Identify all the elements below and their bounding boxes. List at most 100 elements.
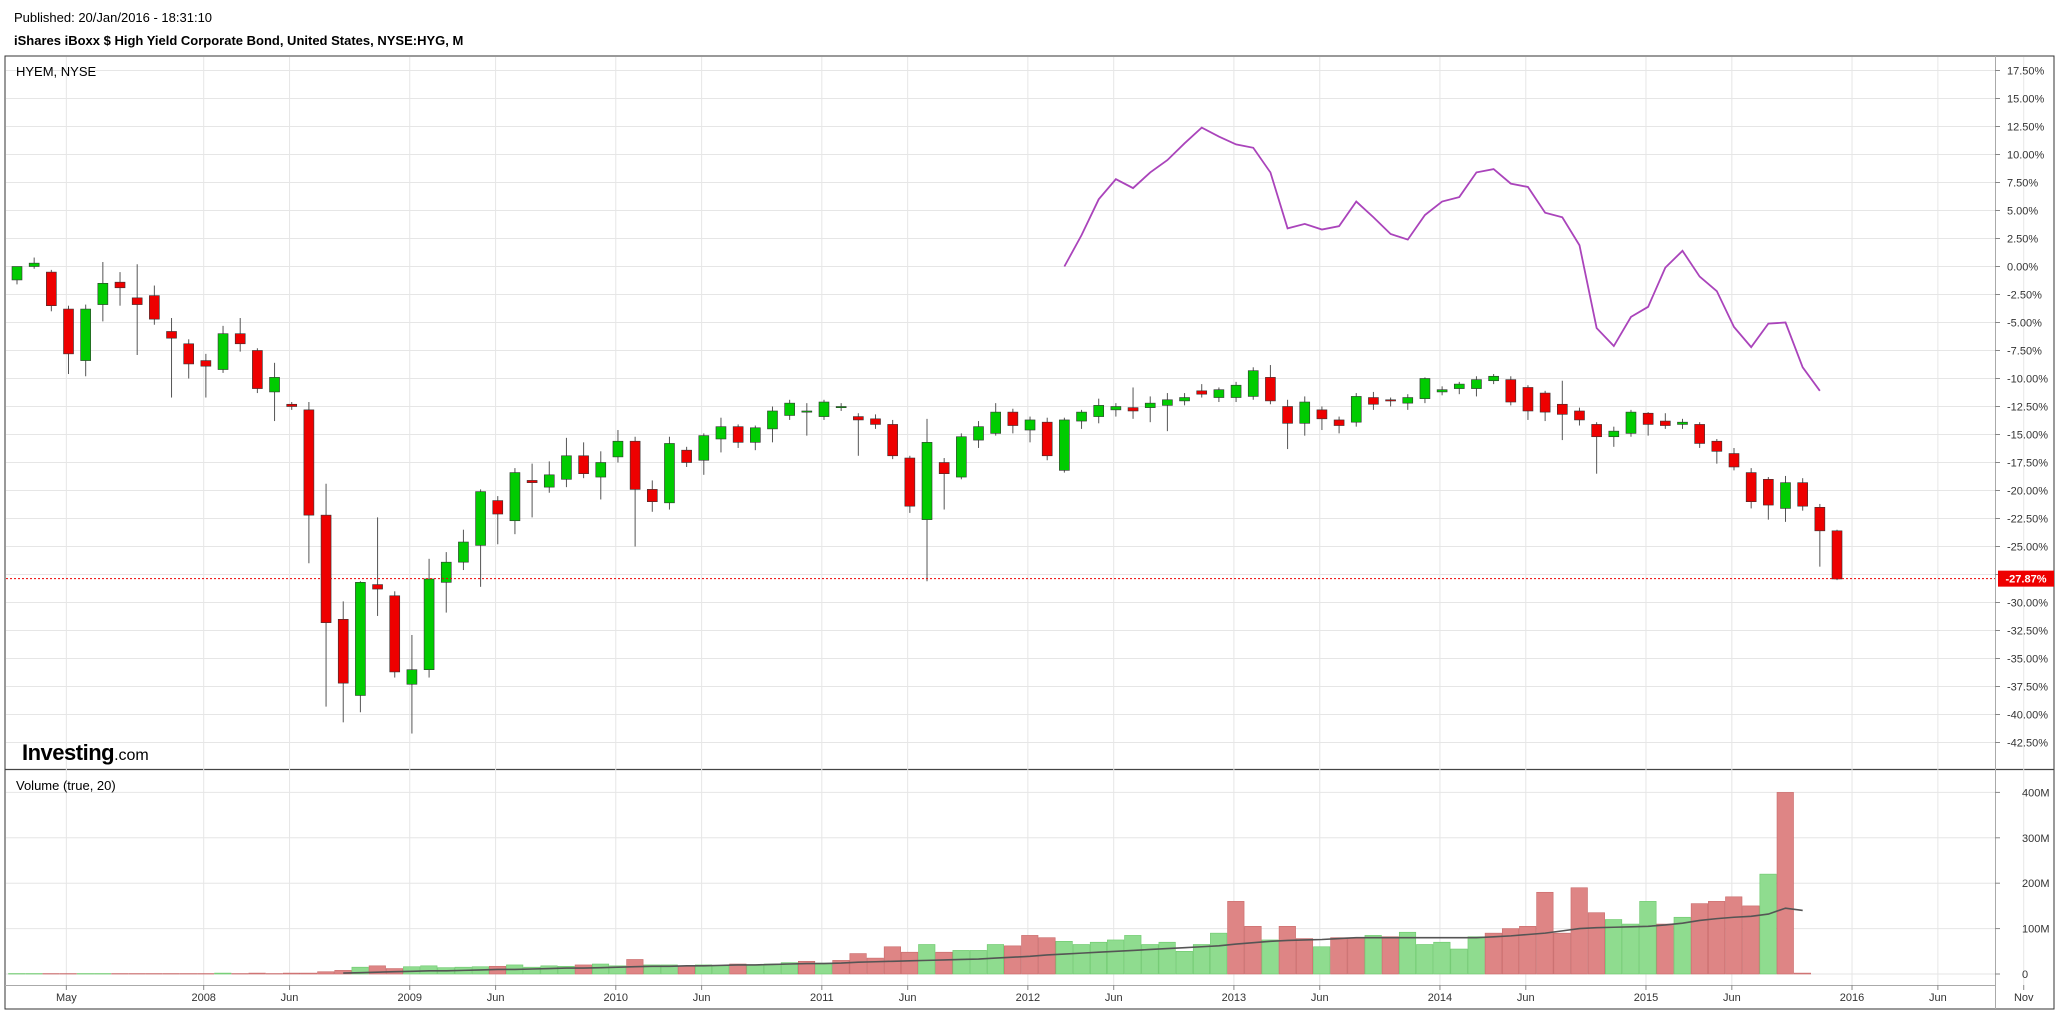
price-tick-label: -17.50% [2007,458,2048,470]
volume-bar [94,973,112,975]
candle-body-up [750,427,761,443]
main-pane-title: HYEM, NYSE [16,64,97,79]
candle-body-down [1711,440,1723,452]
volume-bar [1484,932,1502,975]
volume-bar [1021,935,1039,975]
volume-bar [952,950,970,975]
volume-bar [1261,939,1279,975]
candle-body-up [458,541,469,563]
candle-body-down [1522,387,1534,412]
volume-bar [1501,928,1520,975]
volume-moving-average-line [343,907,1803,974]
candle-body-down [1539,392,1551,413]
candle-body-down [1814,506,1826,532]
volume-bar [1055,941,1073,975]
candle-body-down [303,409,315,516]
candle-body-down [1797,482,1808,507]
candle-body-down [1385,399,1396,402]
volume-bar [1398,931,1417,975]
volume-bar [282,972,301,975]
price-tick-label: -25.00% [2007,542,2048,554]
candle-body-down [337,618,349,684]
volume-bar [643,964,661,975]
time-tick-label: 2016 [1840,992,1864,1004]
candle-body-up [11,266,23,281]
volume-bar [214,972,232,975]
volume-bar [1381,936,1399,975]
price-tick-label: -7.50% [2007,346,2042,358]
price-tick-label: -42.50% [2007,738,2048,750]
candle-body-up [990,411,1001,434]
price-tick-label: -30.00% [2007,598,2048,610]
brand-name: Investing [22,740,115,765]
time-tick-label: 2011 [810,992,834,1004]
candle-body-up [1419,378,1431,399]
volume-bar [25,973,43,975]
candle-body-up [801,410,813,413]
price-tick-label: -37.50% [2007,682,2048,694]
candle-body-down [1591,424,1602,438]
candle-body-down [1505,379,1517,403]
volume-bar [677,965,695,975]
volume-bar [179,973,197,975]
volume-bar [694,964,713,975]
volume-bar [368,965,386,975]
price-tick-label: 17.50% [2007,66,2045,78]
candle-body-up [1625,411,1637,434]
candle-body-down [578,455,589,474]
volume-bar [729,963,747,975]
candle-body-down [1282,406,1293,424]
time-tick-label: 2012 [1016,992,1040,1004]
candle-body-up [1436,389,1448,393]
price-tick-label: 0.00% [2007,262,2038,274]
volume-bar [128,973,146,975]
candle-body-up [355,582,366,696]
volume-bar [1742,905,1760,975]
volume-bar [197,973,215,975]
candle-body-up [1162,399,1173,406]
volume-bar [1725,896,1743,975]
volume-tick-label: 400M [2022,787,2050,799]
time-tick-label: Jun [1723,992,1741,1004]
volume-bar [591,963,610,975]
time-tick-label: 2010 [604,992,628,1004]
candle-body-down [629,440,641,490]
volume-bar [815,962,833,975]
candle-body-up [1350,396,1362,423]
candle-body-up [612,440,624,458]
candle-body-up [1230,384,1242,398]
grid [6,57,2025,985]
candle-body-up [561,455,572,480]
time-tick-label: Nov [2014,992,2034,1004]
comparison-line-group [6,126,1995,580]
time-tick-label: 2009 [397,992,421,1004]
candle-body-up [475,491,486,546]
volume-bar [1107,939,1125,975]
volume-bar [1175,950,1193,975]
price-tick-label: -12.50% [2007,402,2048,414]
published-timestamp: Published: 20/Jan/2016 - 18:31:10 [14,10,213,25]
volume-bar [317,971,335,975]
candle-body-down [389,595,401,673]
volume-bar [1467,936,1485,975]
price-tick-label: -5.00% [2007,318,2042,330]
candle-body-down [887,424,898,457]
candle-body-up [97,282,109,305]
volume-bar [162,973,180,975]
volume-bar [1347,937,1365,975]
candle-body-up [543,474,555,488]
candle-body-up [80,308,91,361]
time-tick-label: Jun [899,992,917,1004]
candle-body-down [526,480,538,483]
candle-body-down [166,331,177,339]
candle-body-down [1574,410,1585,421]
volume-bar [1278,926,1296,975]
candle-body-down [46,271,57,307]
candlesticks [11,257,1843,734]
candle-body-up [1780,482,1791,509]
volume-bar [1227,901,1245,975]
volume-bar [1089,941,1108,975]
price-tick-label: -15.00% [2007,430,2048,442]
comparison-line [1063,126,1821,392]
